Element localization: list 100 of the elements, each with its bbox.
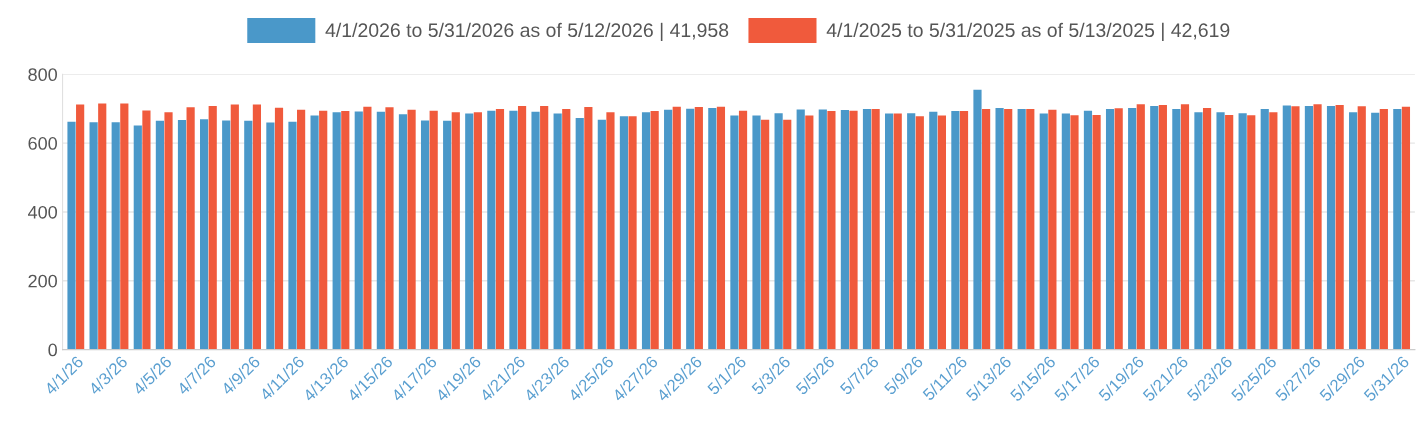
bar: [354, 111, 363, 350]
legend-label: 4/1/2026 to 5/31/2026 as of 5/12/2026 | 41,958: [325, 22, 729, 42]
bar: [686, 108, 695, 350]
bar: [1401, 106, 1411, 350]
bar: [995, 108, 1004, 350]
bar: [871, 109, 880, 350]
bar: [606, 112, 615, 350]
bar: [509, 110, 518, 350]
bar: [1202, 108, 1212, 350]
bar: [664, 109, 673, 350]
y-tick-label: 200: [28, 274, 57, 288]
bar: [1048, 109, 1057, 350]
bar: [531, 111, 540, 350]
bar: [133, 125, 142, 350]
bar: [1238, 113, 1247, 350]
bar: [840, 110, 849, 350]
bar: [319, 110, 328, 350]
bar: [885, 113, 894, 350]
y-tick-label: 600: [28, 137, 57, 150]
bar: [200, 119, 209, 350]
bar: [650, 111, 659, 350]
y-tick-label: 400: [28, 205, 57, 219]
bar: [1357, 106, 1366, 350]
bar: [827, 111, 836, 350]
bar: [628, 116, 637, 350]
bar: [796, 109, 805, 350]
legend-label: 4/1/2025 to 5/31/2025 as of 5/13/2025 | 42,619: [826, 22, 1230, 42]
bar: [1371, 112, 1380, 350]
bar: [1136, 104, 1145, 350]
bar: [774, 113, 783, 350]
bar: [1247, 115, 1256, 350]
bar: [495, 109, 505, 350]
bar: [849, 110, 858, 350]
bar: [1070, 115, 1079, 350]
bar: [694, 106, 703, 350]
bar: [252, 104, 261, 350]
bar: [1291, 106, 1300, 350]
bar: [1158, 104, 1167, 350]
bar: [186, 107, 195, 350]
bar: [120, 103, 129, 350]
bar: [332, 112, 341, 350]
bar: [708, 108, 717, 350]
bar: [805, 115, 814, 350]
bar: [915, 116, 924, 350]
bar: [341, 111, 350, 350]
bar: [1260, 109, 1269, 350]
bar: [716, 106, 726, 350]
bar: [1172, 109, 1181, 350]
bar: [1092, 114, 1101, 350]
bar: [1114, 108, 1123, 350]
bar: [222, 120, 231, 350]
bar: [98, 103, 107, 350]
bar: [761, 119, 770, 350]
bar: [230, 104, 239, 350]
bar: [672, 106, 681, 350]
bar: [1313, 104, 1322, 350]
bar: [982, 109, 991, 350]
bar: [730, 115, 739, 350]
bar: [1349, 112, 1358, 350]
y-tick-label: 800: [28, 68, 57, 82]
bar: [1335, 104, 1344, 350]
bar: [111, 122, 120, 350]
bar: [1393, 109, 1402, 350]
bar: [177, 120, 187, 350]
bar: [641, 112, 651, 350]
bar: [597, 119, 606, 350]
bar: [1039, 113, 1048, 350]
bar: [937, 115, 946, 350]
bar: [517, 105, 527, 350]
bar: [562, 109, 571, 350]
bar: [376, 111, 385, 350]
bar: [266, 122, 275, 350]
bar: [1225, 114, 1234, 350]
bar: [451, 112, 460, 350]
bar: [67, 121, 76, 350]
bar: [310, 115, 319, 350]
bar: [1105, 109, 1115, 350]
bar: [429, 110, 438, 350]
bar: [465, 113, 474, 350]
bar: [738, 110, 748, 350]
bar: [553, 113, 562, 350]
bar: [164, 112, 173, 350]
bar: [951, 111, 960, 350]
bar: [973, 89, 982, 350]
bar: [76, 104, 85, 350]
bar: [540, 105, 549, 350]
bar: [487, 110, 496, 350]
bar: [862, 109, 872, 350]
bar: [155, 120, 164, 350]
bar: [1128, 108, 1137, 350]
bar: [1026, 109, 1035, 350]
bar: [363, 106, 372, 350]
bar: [893, 113, 902, 350]
bar: [1282, 105, 1291, 350]
bar: [1269, 112, 1278, 350]
bar: [584, 106, 593, 350]
bar: [142, 110, 151, 350]
bar: [619, 116, 629, 350]
bar: [244, 120, 253, 350]
bar: [443, 120, 452, 350]
